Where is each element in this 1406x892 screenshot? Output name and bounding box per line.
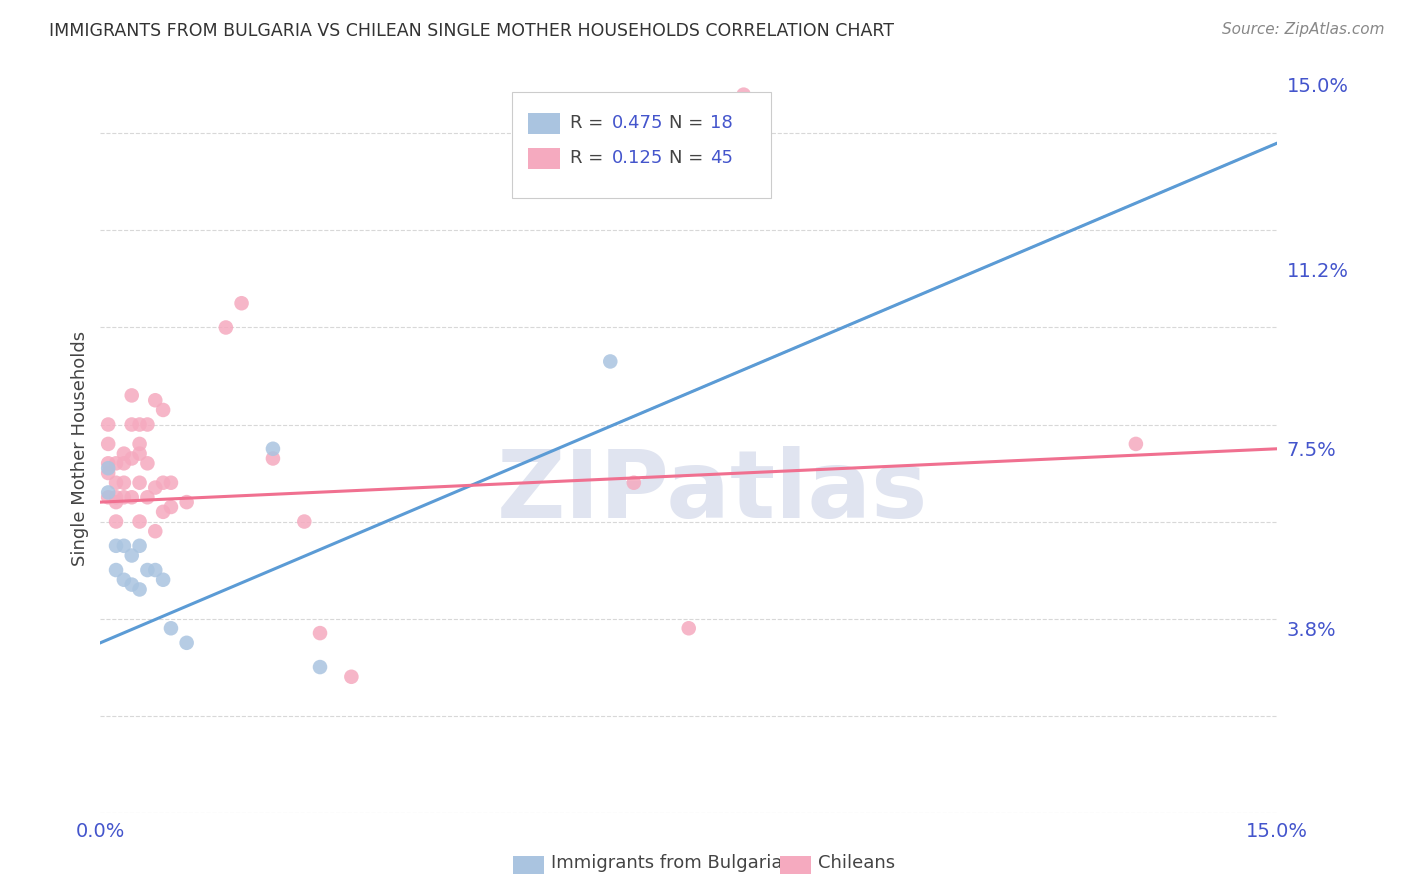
- Point: [121, 417, 143, 432]
- Text: ZIPatlas: ZIPatlas: [496, 446, 928, 539]
- Point: [309, 626, 332, 640]
- Y-axis label: Single Mother Households: Single Mother Households: [72, 331, 89, 566]
- Point: [623, 475, 645, 490]
- FancyBboxPatch shape: [512, 92, 770, 198]
- Point: [97, 485, 120, 500]
- Point: [143, 524, 166, 539]
- Point: [128, 417, 150, 432]
- Point: [112, 539, 135, 553]
- Text: N =: N =: [669, 114, 709, 132]
- Point: [152, 505, 174, 519]
- Point: [105, 490, 128, 504]
- Point: [262, 451, 284, 466]
- Point: [112, 447, 135, 461]
- Point: [97, 456, 120, 470]
- Point: [733, 87, 755, 102]
- Text: R =: R =: [569, 114, 609, 132]
- Point: [215, 320, 238, 334]
- Point: [105, 456, 128, 470]
- Point: [121, 388, 143, 402]
- Point: [143, 563, 166, 577]
- Text: IMMIGRANTS FROM BULGARIA VS CHILEAN SINGLE MOTHER HOUSEHOLDS CORRELATION CHART: IMMIGRANTS FROM BULGARIA VS CHILEAN SING…: [49, 22, 894, 40]
- Point: [105, 515, 128, 529]
- Text: Chileans: Chileans: [818, 855, 896, 872]
- Bar: [527, 148, 561, 169]
- Text: 0.475: 0.475: [612, 114, 664, 132]
- Point: [176, 495, 198, 509]
- Point: [136, 417, 159, 432]
- Point: [112, 475, 135, 490]
- Point: [121, 549, 143, 563]
- Point: [97, 466, 120, 480]
- Point: [292, 515, 315, 529]
- Point: [160, 500, 183, 514]
- Point: [152, 573, 174, 587]
- Point: [1125, 437, 1147, 451]
- Text: 18: 18: [710, 114, 733, 132]
- Point: [152, 475, 174, 490]
- Point: [112, 573, 135, 587]
- Point: [97, 490, 120, 504]
- Point: [176, 636, 198, 650]
- Point: [128, 437, 150, 451]
- Point: [128, 515, 150, 529]
- Point: [152, 403, 174, 417]
- Text: Immigrants from Bulgaria: Immigrants from Bulgaria: [551, 855, 783, 872]
- Point: [136, 563, 159, 577]
- Text: 45: 45: [710, 149, 733, 167]
- Point: [128, 447, 150, 461]
- Point: [143, 393, 166, 408]
- Point: [105, 539, 128, 553]
- Text: N =: N =: [669, 149, 709, 167]
- Point: [121, 490, 143, 504]
- Point: [97, 461, 120, 475]
- Point: [105, 475, 128, 490]
- Point: [231, 296, 253, 310]
- Point: [105, 563, 128, 577]
- Text: R =: R =: [569, 149, 609, 167]
- Point: [128, 539, 150, 553]
- Point: [309, 660, 332, 674]
- Text: Source: ZipAtlas.com: Source: ZipAtlas.com: [1222, 22, 1385, 37]
- Point: [97, 417, 120, 432]
- Point: [143, 481, 166, 495]
- Point: [128, 582, 150, 597]
- Point: [112, 490, 135, 504]
- Point: [678, 621, 700, 635]
- Point: [136, 456, 159, 470]
- Point: [105, 495, 128, 509]
- Point: [599, 354, 621, 368]
- Point: [128, 475, 150, 490]
- Point: [262, 442, 284, 456]
- Point: [340, 670, 363, 684]
- Text: 0.125: 0.125: [612, 149, 664, 167]
- Bar: [527, 113, 561, 134]
- Point: [121, 451, 143, 466]
- Point: [97, 437, 120, 451]
- Point: [121, 577, 143, 591]
- Point: [136, 490, 159, 504]
- Point: [112, 456, 135, 470]
- Point: [160, 475, 183, 490]
- Point: [160, 621, 183, 635]
